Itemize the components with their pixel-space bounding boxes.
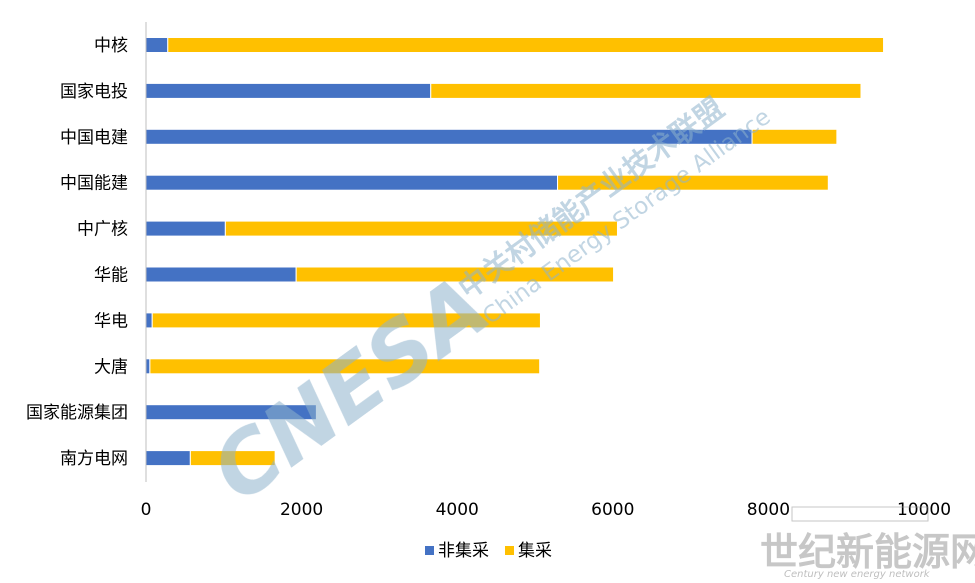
- legend: 非集采 集采: [425, 541, 552, 561]
- x-axis-ticks: 0 2000 4000 6000 8000 10000: [141, 500, 951, 520]
- bar-non-centralized-5: [145, 266, 297, 283]
- bar-non-centralized-0: [145, 37, 169, 53]
- category-label: 华能: [94, 266, 128, 286]
- category-label: 中核: [94, 36, 128, 56]
- legend-swatch-centralized: [505, 546, 514, 555]
- bars-layer: [145, 37, 885, 467]
- legend-label: 非集采: [438, 541, 489, 561]
- bar-centralized-6: [151, 312, 541, 329]
- bar-non-centralized-1: [145, 82, 432, 99]
- bar-non-centralized-4: [145, 220, 226, 237]
- bar-centralized-9: [189, 450, 276, 467]
- category-label: 国家电投: [60, 82, 128, 102]
- category-label: 华电: [94, 311, 128, 331]
- x-tick-label: 6000: [591, 500, 634, 520]
- bar-centralized-4: [224, 220, 618, 237]
- x-tick-label: 0: [141, 500, 152, 520]
- bar-centralized-5: [295, 266, 615, 283]
- century-cn-text: 世纪新能源网: [760, 532, 975, 574]
- bar-non-centralized-6: [145, 312, 153, 329]
- x-tick-label: 8000: [747, 500, 790, 520]
- category-label: 大唐: [94, 356, 128, 377]
- cnesa-watermark: CNESA 中关村储能产业技术联盟 China Energy Storage A…: [194, 91, 775, 522]
- cnesa-logo-text: CNESA: [194, 257, 506, 521]
- x-tick-label: 4000: [436, 500, 479, 520]
- bar-centralized-3: [557, 174, 829, 191]
- x-tick-label: 10000: [897, 500, 951, 520]
- century-watermark: 世纪新能源网 Century new energy network: [760, 506, 975, 580]
- category-label: 国家能源集团: [26, 403, 128, 423]
- category-label: 中国能建: [60, 174, 128, 194]
- category-label: 中广核: [77, 220, 128, 240]
- category-label: 南方电网: [60, 449, 128, 469]
- category-label: 中国电建: [60, 128, 128, 148]
- bar-non-centralized-7: [145, 358, 151, 375]
- x-tick-label: 2000: [280, 500, 323, 520]
- bar-centralized-0: [167, 37, 885, 53]
- legend-swatch-non-centralized: [425, 546, 434, 555]
- bar-non-centralized-3: [145, 174, 559, 191]
- century-en-text: Century new energy network: [784, 569, 931, 580]
- bar-non-centralized-9: [145, 450, 191, 467]
- century-watermark-box: [791, 506, 929, 522]
- bar-centralized-1: [430, 82, 862, 99]
- bar-centralized-2: [751, 128, 838, 145]
- bar-centralized-7: [149, 358, 541, 375]
- legend-label: 集采: [518, 541, 552, 561]
